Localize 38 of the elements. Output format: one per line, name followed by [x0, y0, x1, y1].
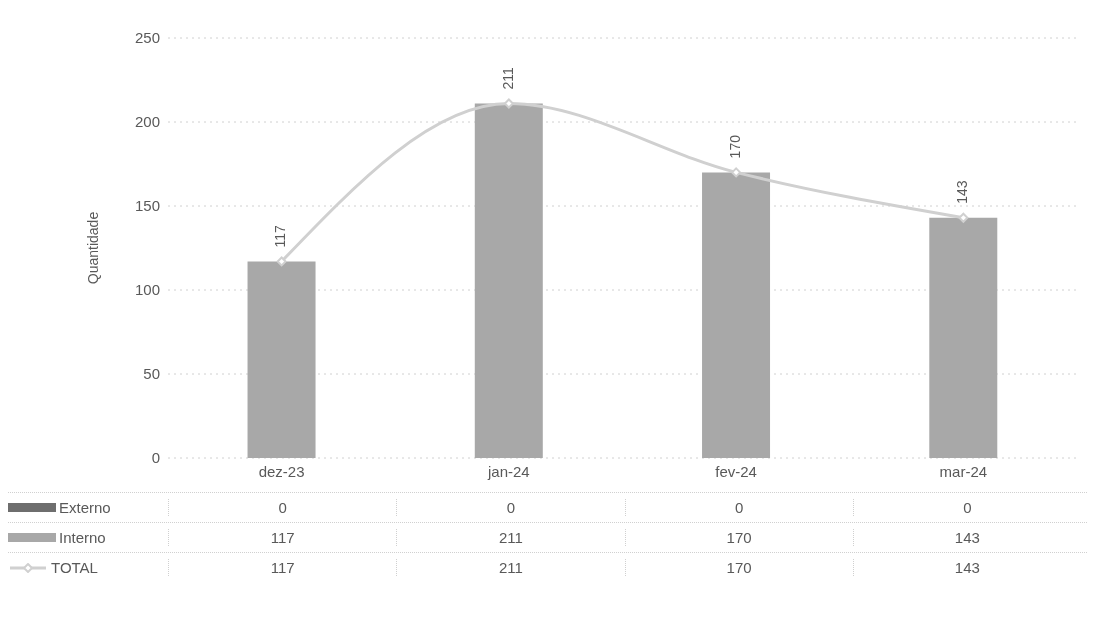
annotation: 170: [726, 134, 743, 159]
y-tick-label: 50: [143, 365, 160, 383]
y-tick-label: 150: [134, 197, 160, 215]
y-tick-label: 0: [151, 449, 160, 467]
y-tick-label: 250: [134, 29, 160, 47]
bar: [929, 217, 998, 458]
legend-label: Interno: [59, 529, 106, 546]
point: [731, 167, 742, 178]
legend-label: TOTAL: [51, 559, 98, 576]
x-tick-label: jan-24: [487, 462, 530, 480]
data-label: 117: [168, 529, 397, 546]
bar: [247, 261, 316, 458]
data-label: 170: [624, 559, 853, 576]
data-label: 0: [168, 499, 397, 516]
data-label: 0: [396, 499, 625, 516]
annotation: 211: [499, 66, 516, 90]
legend-label: Externo: [59, 499, 111, 516]
y-axis-title: Quantidade: [84, 211, 101, 285]
data-label: 170: [624, 529, 853, 546]
point: [276, 256, 287, 267]
annotation: 117: [272, 224, 289, 248]
point: [958, 212, 969, 223]
y-tick-label: 200: [134, 113, 160, 131]
point: [503, 98, 514, 109]
data-label: 117: [168, 559, 397, 576]
x-tick-label: fev-24: [715, 462, 757, 480]
x-tick-label: dez-23: [258, 462, 305, 480]
y-tick-label: 100: [134, 281, 160, 299]
data-label: 143: [852, 529, 1081, 546]
bar: [474, 103, 543, 458]
data-label: 211: [396, 529, 625, 546]
x-tick-label: mar-24: [939, 462, 988, 480]
data-label: 0: [624, 499, 853, 516]
data-label: 211: [396, 559, 625, 576]
bar: [702, 172, 771, 458]
data-label: 143: [852, 559, 1081, 576]
data-label: 0: [852, 499, 1081, 516]
annotation: 143: [954, 180, 971, 204]
